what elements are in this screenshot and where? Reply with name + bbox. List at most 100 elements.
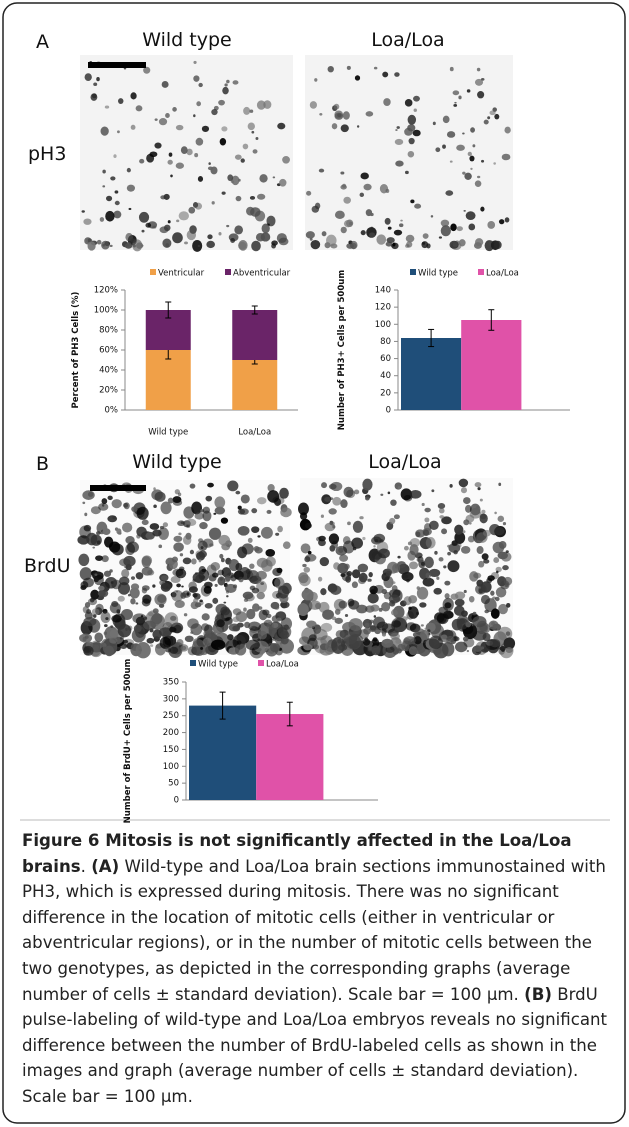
cell-blob bbox=[130, 583, 140, 591]
cell-blob bbox=[214, 506, 226, 515]
cell-blob bbox=[504, 217, 510, 223]
cell-blob bbox=[343, 219, 353, 228]
cell-blob bbox=[387, 226, 392, 230]
cell-blob bbox=[437, 503, 446, 509]
cell-blob bbox=[381, 602, 391, 612]
cell-blob bbox=[380, 493, 384, 496]
cell-blob bbox=[277, 585, 290, 599]
cell-blob bbox=[179, 553, 184, 557]
cell-blob bbox=[447, 551, 452, 556]
cell-blob bbox=[158, 118, 168, 126]
cell-blob bbox=[367, 646, 373, 652]
cell-blob bbox=[109, 637, 118, 644]
cell-blob bbox=[214, 583, 218, 587]
cell-blob bbox=[306, 190, 312, 196]
cell-blob bbox=[472, 611, 477, 616]
cell-blob bbox=[441, 516, 452, 525]
cell-blob bbox=[141, 229, 145, 233]
cell-blob bbox=[147, 569, 155, 576]
cell-blob bbox=[393, 605, 405, 619]
cell-blob bbox=[123, 67, 127, 70]
bar bbox=[189, 705, 257, 800]
cell-blob bbox=[147, 612, 154, 617]
cell-blob bbox=[235, 562, 243, 571]
cell-blob bbox=[342, 183, 347, 188]
cell-blob bbox=[329, 545, 336, 552]
cell-blob bbox=[453, 103, 458, 107]
cell-blob bbox=[487, 575, 495, 581]
cell-blob bbox=[170, 575, 181, 584]
row-label: pH3 bbox=[28, 143, 66, 165]
cell-blob bbox=[409, 561, 419, 570]
cell-blob bbox=[487, 116, 491, 120]
cell-blob bbox=[463, 209, 466, 212]
cell-blob bbox=[201, 623, 210, 632]
cell-blob bbox=[195, 137, 204, 146]
cell-blob bbox=[424, 517, 430, 523]
cell-blob bbox=[251, 587, 260, 594]
cell-blob bbox=[191, 558, 197, 565]
cell-blob bbox=[141, 585, 150, 591]
cell-blob bbox=[187, 618, 199, 629]
cell-blob bbox=[277, 122, 286, 130]
cell-blob bbox=[238, 178, 241, 182]
cell-blob bbox=[449, 66, 454, 72]
cell-blob bbox=[310, 239, 321, 250]
cell-blob bbox=[127, 593, 131, 597]
cell-blob bbox=[222, 86, 229, 95]
cell-blob bbox=[208, 527, 222, 540]
cell-blob bbox=[201, 125, 210, 132]
cell-blob bbox=[213, 512, 217, 515]
cell-blob bbox=[94, 632, 104, 643]
cell-blob bbox=[276, 617, 282, 622]
cell-blob bbox=[279, 487, 289, 499]
cell-blob bbox=[252, 149, 258, 154]
cell-blob bbox=[472, 615, 487, 628]
legend-label: Loa/Loa bbox=[486, 269, 519, 279]
cell-blob bbox=[198, 82, 203, 88]
cell-blob bbox=[490, 608, 500, 619]
cell-blob bbox=[182, 557, 192, 565]
cell-blob bbox=[277, 625, 292, 639]
cell-blob bbox=[476, 546, 484, 555]
cell-blob bbox=[440, 219, 450, 227]
cell-blob bbox=[385, 646, 395, 653]
cell-blob bbox=[493, 527, 505, 536]
legend-swatch bbox=[258, 660, 264, 666]
cell-blob bbox=[251, 240, 261, 252]
cell-blob bbox=[462, 171, 466, 175]
cell-blob bbox=[468, 522, 472, 525]
cell-blob bbox=[123, 502, 130, 510]
cell-blob bbox=[474, 180, 482, 187]
y-tick-label: 40% bbox=[99, 366, 118, 376]
cell-blob bbox=[131, 576, 136, 580]
cell-blob bbox=[149, 628, 154, 633]
cell-blob bbox=[474, 78, 484, 86]
cell-blob bbox=[224, 83, 228, 87]
cell-blob bbox=[494, 511, 497, 515]
cell-blob bbox=[415, 531, 421, 538]
cell-blob bbox=[104, 105, 110, 109]
cell-blob bbox=[390, 499, 397, 506]
cell-blob bbox=[381, 623, 396, 633]
cell-blob bbox=[470, 127, 475, 133]
cell-blob bbox=[464, 172, 472, 180]
cell-blob bbox=[160, 575, 169, 581]
cell-blob bbox=[324, 496, 332, 502]
cell-blob bbox=[441, 641, 455, 657]
cell-blob bbox=[135, 572, 144, 580]
cell-blob bbox=[408, 606, 412, 610]
cell-blob bbox=[93, 82, 98, 86]
cell-blob bbox=[87, 241, 96, 251]
cell-blob bbox=[181, 585, 184, 588]
cell-blob bbox=[452, 241, 458, 248]
cell-blob bbox=[424, 507, 431, 513]
cell-blob bbox=[494, 113, 500, 120]
cell-blob bbox=[119, 637, 123, 640]
cell-blob bbox=[123, 555, 136, 567]
cell-blob bbox=[271, 240, 278, 246]
cell-blob bbox=[234, 643, 247, 656]
cell-blob bbox=[413, 636, 422, 645]
cell-blob bbox=[207, 166, 213, 171]
